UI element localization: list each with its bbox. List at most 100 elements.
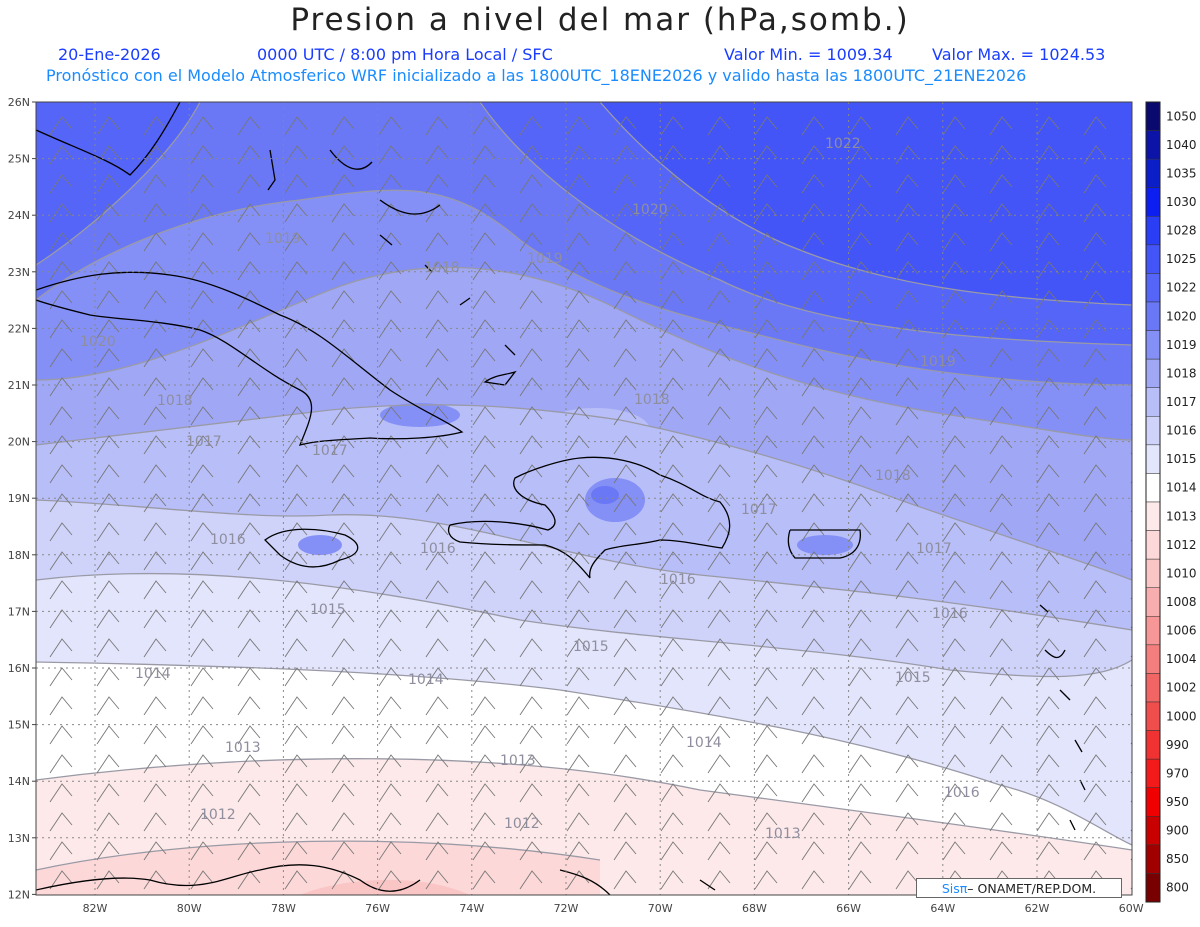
wind-barb-icon	[143, 609, 167, 629]
wind-barb-icon	[989, 841, 1013, 861]
wind-barb-icon	[989, 174, 1013, 194]
wind-barb-icon	[472, 377, 496, 397]
wind-barb-icon	[331, 290, 355, 310]
colorbar-label: 1013	[1166, 509, 1197, 523]
min-value: Valor Min. = 1009.34	[724, 45, 893, 64]
wind-barb-icon	[848, 754, 872, 774]
wind-barb-icon	[566, 406, 590, 426]
colorbar-label: 1050	[1166, 109, 1197, 123]
colorbar-label: 1019	[1166, 338, 1197, 352]
wind-barb-icon	[566, 493, 590, 513]
wind-barb-icon	[613, 435, 637, 455]
wind-barb-icon	[49, 319, 73, 339]
wind-barb-icon	[190, 696, 214, 716]
wind-barb-icon	[378, 232, 402, 252]
forecast-time: 0000 UTC / 8:00 pm Hora Local / SFC	[257, 45, 553, 64]
colorbar-label: 1010	[1166, 566, 1197, 580]
wind-barb-icon	[331, 435, 355, 455]
contour-labels: 1022 1020 1020 1019 1019 1018 1018 1018 …	[80, 136, 980, 842]
wind-barb-icon	[378, 638, 402, 658]
wind-barb-icon	[989, 522, 1013, 542]
wind-barb-icon	[49, 116, 73, 136]
wind-barb-icon	[425, 783, 449, 803]
wind-barb-icon	[49, 203, 73, 223]
wind-barb-icon	[284, 609, 308, 629]
wind-barb-icon	[754, 493, 778, 513]
wind-barb-icon	[989, 232, 1013, 252]
wind-barb-icon	[848, 696, 872, 716]
wind-barb-icon	[942, 754, 966, 774]
wind-barb-icon	[1036, 580, 1060, 600]
colorbar-swatch	[1145, 673, 1161, 703]
wind-barbs	[49, 116, 1132, 890]
wind-barb-icon	[331, 870, 355, 890]
wind-barb-icon	[284, 870, 308, 890]
wind-barb-icon	[472, 667, 496, 687]
wind-barb-icon	[801, 203, 825, 223]
wind-barb-icon	[613, 116, 637, 136]
wind-barb-icon	[1036, 493, 1060, 513]
wind-barb-icon	[848, 116, 872, 136]
wind-barb-icon	[895, 261, 919, 281]
wind-barb-icon	[895, 203, 919, 223]
logo-onamet: Sisπ – ONAMET/REP.DOM.	[916, 878, 1122, 898]
wind-barb-icon	[519, 580, 543, 600]
wind-barb-icon	[237, 377, 261, 397]
wind-barb-icon	[237, 667, 261, 687]
wind-barb-icon	[1036, 116, 1060, 136]
wind-barb-icon	[331, 725, 355, 745]
contour-label: 1017	[741, 502, 777, 518]
wind-barb-icon	[425, 696, 449, 716]
wind-barb-icon	[331, 812, 355, 832]
wind-barb-icon	[942, 348, 966, 368]
wind-barb-icon	[566, 754, 590, 774]
wind-barb-icon	[96, 406, 120, 426]
wind-barb-icon	[519, 406, 543, 426]
wind-barb-icon	[472, 725, 496, 745]
wind-barb-icon	[754, 638, 778, 658]
wind-barb-icon	[613, 493, 637, 513]
wind-barb-icon	[707, 145, 731, 165]
wind-barb-icon	[472, 319, 496, 339]
colorbar-label: 950	[1166, 795, 1189, 809]
wind-barb-icon	[895, 116, 919, 136]
wind-barb-icon	[942, 493, 966, 513]
wind-barb-icon	[237, 464, 261, 484]
lat-label: 25N	[8, 153, 30, 166]
colorbar-swatch	[1145, 787, 1161, 817]
contour-label: 1018	[157, 393, 193, 409]
wind-barb-icon	[331, 348, 355, 368]
wind-barb-icon	[848, 580, 872, 600]
colorbar-label: 1025	[1166, 252, 1197, 266]
contour-label: 1016	[210, 532, 246, 548]
lon-label: 76W	[365, 902, 390, 915]
wind-barb-icon	[331, 580, 355, 600]
wind-barb-icon	[472, 812, 496, 832]
wind-barb-icon	[331, 406, 355, 426]
wind-barb-icon	[566, 290, 590, 310]
wind-barb-icon	[848, 435, 872, 455]
wind-barb-icon	[49, 696, 73, 716]
wind-barb-icon	[425, 406, 449, 426]
wind-barb-icon	[566, 696, 590, 716]
wind-barb-icon	[942, 406, 966, 426]
wind-barb-icon	[613, 377, 637, 397]
wind-barb-icon	[566, 145, 590, 165]
wind-barb-icon	[472, 580, 496, 600]
wind-barb-icon	[1036, 319, 1060, 339]
wind-barb-icon	[190, 290, 214, 310]
wind-barb-icon	[425, 580, 449, 600]
wind-barb-icon	[237, 116, 261, 136]
wind-barb-icon	[378, 609, 402, 629]
contour-label: 1018	[634, 392, 670, 408]
wind-barb-icon	[237, 290, 261, 310]
wind-barb-icon	[660, 203, 684, 223]
wind-barb-icon	[1036, 348, 1060, 368]
wind-barb-icon	[754, 261, 778, 281]
wind-barb-icon	[519, 783, 543, 803]
colorbar-swatch	[1145, 844, 1161, 874]
wind-barb-icon	[754, 696, 778, 716]
wind-barb-icon	[613, 754, 637, 774]
wind-barb-icon	[895, 464, 919, 484]
contour-label: 1017	[312, 443, 348, 459]
